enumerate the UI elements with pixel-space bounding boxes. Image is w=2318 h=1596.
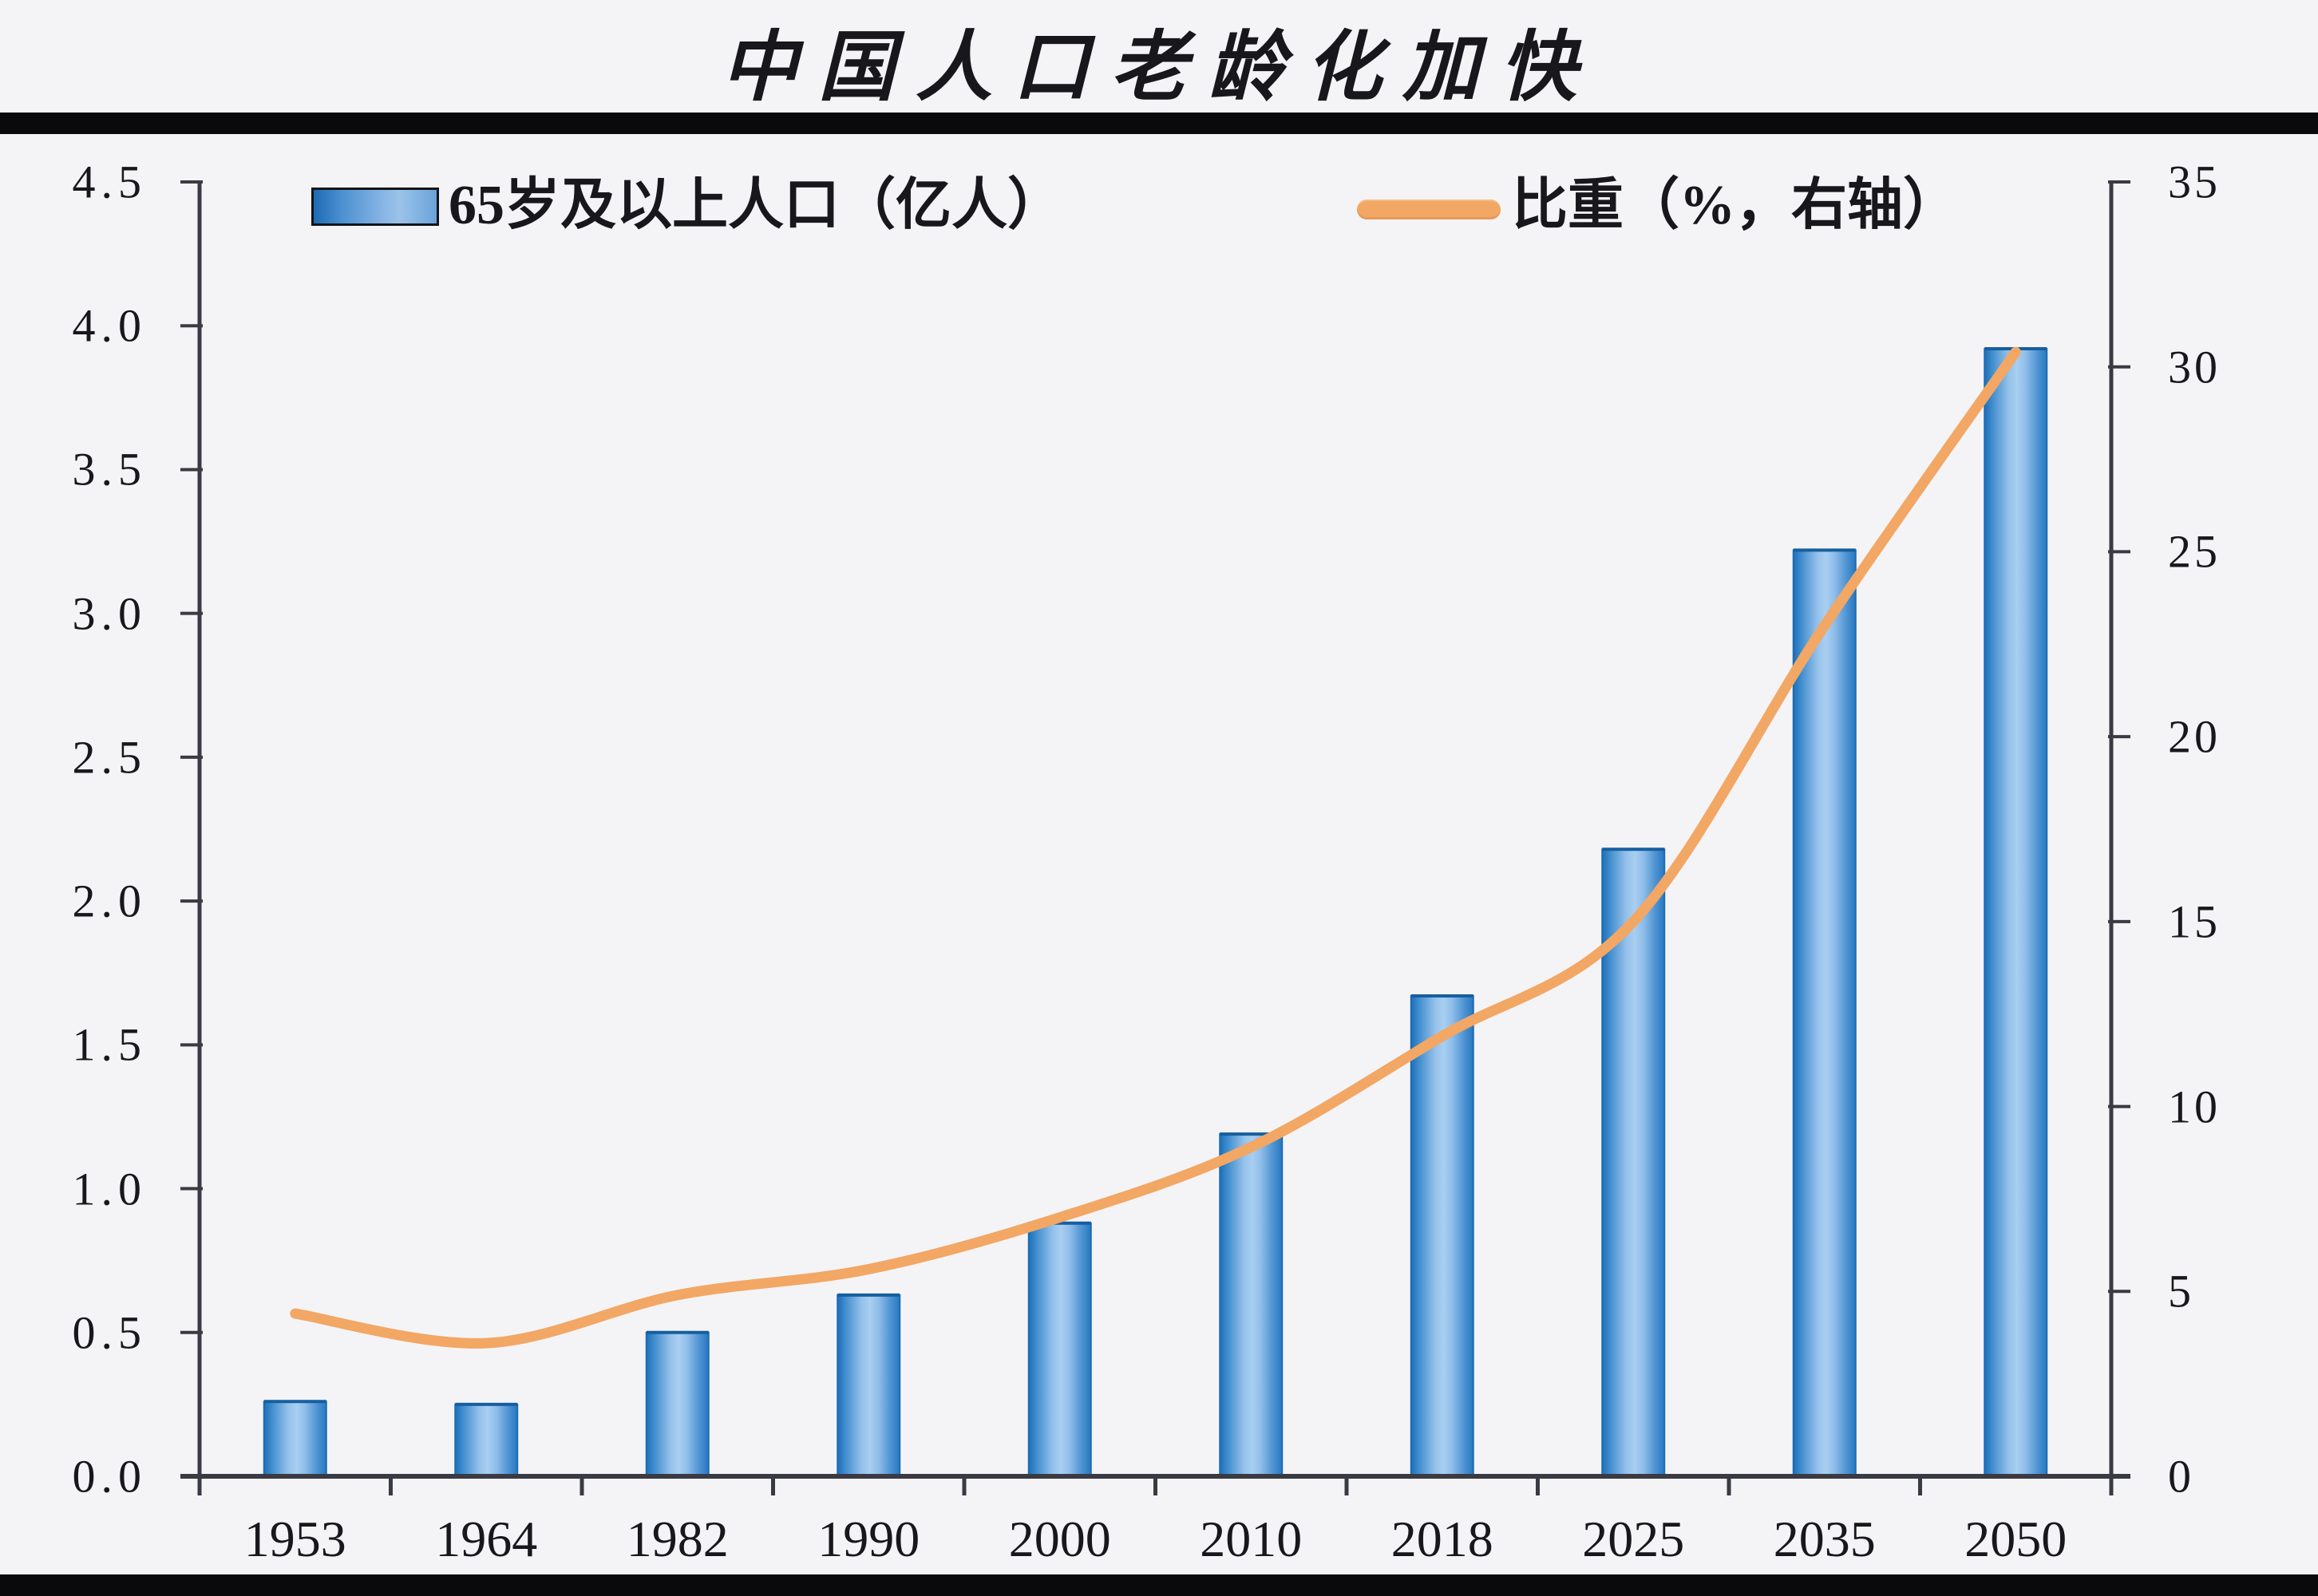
bar-2050 [1984, 348, 2048, 1478]
bar-2018 [1410, 995, 1474, 1477]
percentage-line-series [290, 346, 2021, 1349]
bar-1953 [263, 1400, 327, 1477]
x-axis-label-1982: 1982 [626, 1511, 729, 1567]
right-axis-tick-label: 30 [2168, 341, 2221, 393]
x-axis-label-1990: 1990 [817, 1511, 920, 1567]
left-axis-tick-label: 0.0 [72, 1450, 147, 1503]
bar-2010 [1219, 1133, 1284, 1478]
x-axis-label-2025: 2025 [1582, 1511, 1685, 1567]
right-axis-tick-label: 5 [2168, 1265, 2194, 1317]
bar-1964 [454, 1403, 519, 1478]
x-axis-label-2018: 2018 [1390, 1511, 1493, 1567]
left-axis-tick-label: 1.5 [72, 1018, 147, 1071]
bar-1990 [837, 1294, 901, 1478]
title-divider-rule [0, 113, 2318, 134]
left-axis-tick-label: 2.0 [72, 875, 147, 927]
x-axis-label-2000: 2000 [1008, 1511, 1111, 1567]
right-axis-tick-label: 10 [2168, 1080, 2221, 1133]
legend-bar-swatch-icon [311, 188, 439, 226]
right-axis-tick-label: 20 [2168, 710, 2221, 763]
right-axis-tick-label: 35 [2168, 156, 2221, 208]
right-axis-tick-label: 25 [2168, 525, 2221, 578]
x-axis-label-1964: 1964 [435, 1511, 538, 1567]
chart-title: 中国人口老龄化加快 [721, 25, 1597, 110]
left-axis-tick-label: 2.5 [72, 731, 147, 784]
x-axis-label-2050: 2050 [1964, 1511, 2067, 1567]
right-axis-tick-label: 0 [2168, 1450, 2194, 1503]
x-axis-label-2010: 2010 [1200, 1511, 1303, 1567]
legend-line-swatch-icon [1357, 200, 1501, 219]
bottom-rule [0, 1574, 2318, 1596]
legend-bar-label: 65岁及以上人口（亿人） [449, 175, 1063, 236]
bar-1982 [645, 1331, 710, 1478]
left-axis-tick-label: 1.0 [72, 1163, 147, 1215]
left-axis-tick-label: 3.5 [72, 443, 147, 496]
legend-line-label: 比重（%，右轴） [1512, 175, 1959, 236]
x-axis-label-2035: 2035 [1773, 1511, 1876, 1567]
right-axis-tick-label: 15 [2168, 895, 2221, 948]
bar-2035 [1792, 549, 1857, 1477]
left-axis-tick-label: 4.5 [72, 156, 147, 208]
bar-2000 [1027, 1222, 1092, 1477]
left-axis-tick-label: 4.0 [72, 299, 147, 352]
x-axis-label-1953: 1953 [243, 1511, 346, 1567]
left-axis-tick-label: 3.0 [72, 587, 147, 640]
left-axis-tick-label: 0.5 [72, 1306, 147, 1359]
